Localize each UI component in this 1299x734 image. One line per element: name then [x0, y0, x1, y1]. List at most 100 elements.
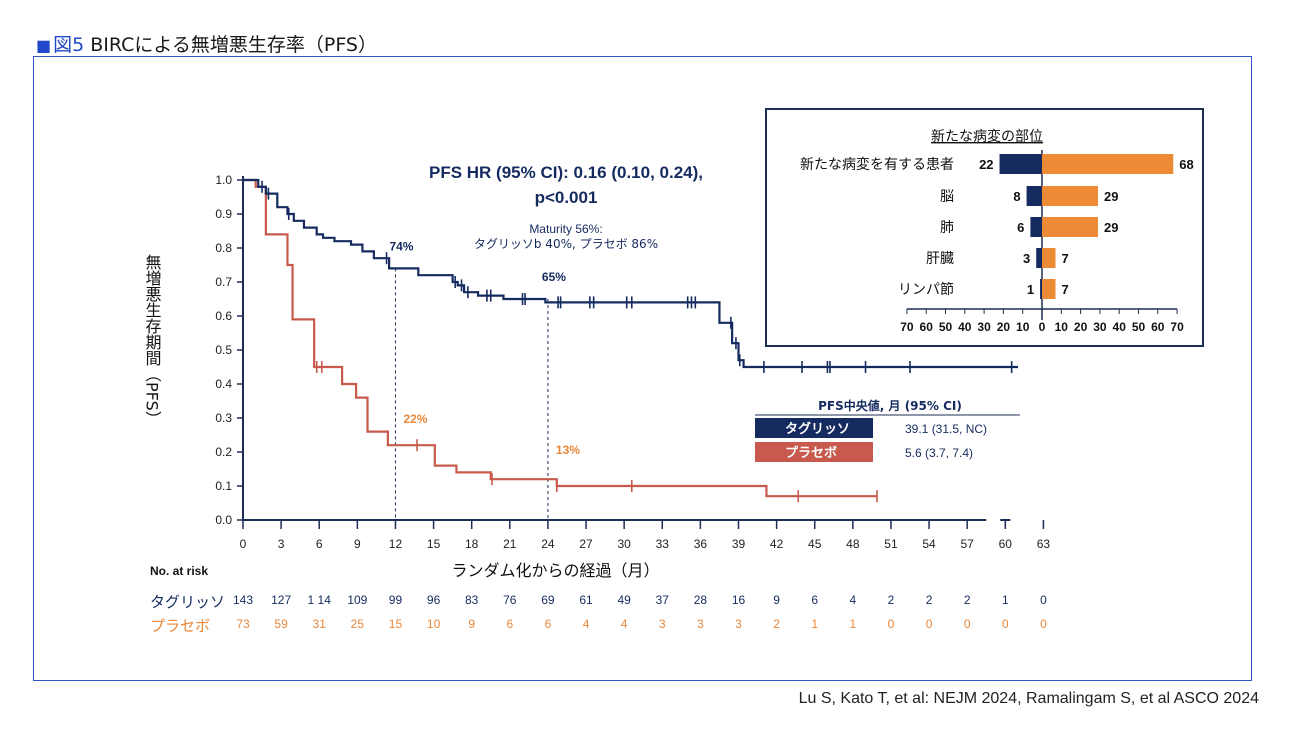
risk-cell: 73	[236, 617, 250, 631]
inset-bar-placebo	[1042, 217, 1098, 237]
inset-x-tick-label: 10	[1016, 320, 1030, 334]
risk-cell: 37	[656, 593, 670, 607]
y-axis-label: 無増悪生存期間（PFS）	[143, 254, 162, 427]
risk-cell: 143	[233, 593, 253, 607]
x-tick-label: 0	[240, 537, 247, 551]
inset-bar-tagrisso	[1030, 217, 1042, 237]
inset-category-label: 新たな病変を有する患者	[800, 156, 954, 173]
landmark-label: 65%	[542, 270, 566, 284]
inset-x-tick-label: 30	[977, 320, 991, 334]
risk-cell: 2	[888, 593, 895, 607]
risk-cell: 49	[617, 593, 631, 607]
x-tick-label: 60	[999, 537, 1013, 551]
risk-cell: 0	[1040, 593, 1047, 607]
x-tick-label: 6	[316, 537, 323, 551]
median-legend-bar	[778, 418, 873, 438]
x-tick-label: 48	[846, 537, 860, 551]
inset-bar-tagrisso	[1040, 279, 1042, 299]
y-tick-label: 0.5	[215, 343, 232, 357]
x-tick-label: 3	[278, 537, 285, 551]
hr-title: PFS HR (95% CI): 0.16 (0.10, 0.24),	[429, 163, 703, 182]
x-tick-label: 39	[732, 537, 746, 551]
x-tick-label: 24	[541, 537, 555, 551]
x-tick-label: 21	[503, 537, 517, 551]
landmark-label: 13%	[556, 443, 580, 457]
risk-cell: 96	[427, 593, 441, 607]
risk-cell: 1	[811, 617, 818, 631]
risk-cell: 6	[506, 617, 513, 631]
risk-cell: 0	[926, 617, 933, 631]
title-square-marker: ■	[36, 36, 52, 55]
figure-title: ■ 図5 BIRCによる無増悪生存率（PFS）	[36, 30, 377, 57]
x-tick-label: 30	[617, 537, 631, 551]
x-tick-label: 18	[465, 537, 479, 551]
risk-cell: 3	[697, 617, 704, 631]
inset-value-tagrisso: 6	[1017, 220, 1024, 235]
y-tick-label: 0.9	[215, 207, 232, 221]
y-tick-label: 0.3	[215, 411, 232, 425]
x-tick-label: 15	[427, 537, 441, 551]
risk-cell: 1 14	[308, 593, 332, 607]
inset-x-tick-label: 70	[900, 320, 914, 334]
risk-cell: 61	[579, 593, 593, 607]
x-tick-label: 12	[389, 537, 403, 551]
x-tick-label: 33	[656, 537, 670, 551]
risk-cell: 4	[849, 593, 856, 607]
risk-cell: 59	[274, 617, 288, 631]
inset-title: 新たな病変の部位	[931, 128, 1043, 145]
citation: Lu S, Kato T, et al: NEJM 2024, Ramaling…	[798, 690, 1259, 707]
median-row-name: プラセボ	[785, 445, 837, 461]
y-tick-label: 0.4	[215, 377, 232, 391]
inset-category-label: リンパ節	[898, 281, 954, 298]
risk-cell: 9	[773, 593, 780, 607]
landmark-label: 22%	[403, 412, 427, 426]
risk-cell: 2	[964, 593, 971, 607]
risk-cell: 1	[849, 617, 856, 631]
x-tick-label: 63	[1037, 537, 1051, 551]
figure-number: 図5	[53, 34, 85, 56]
inset-category-label: 脳	[940, 189, 954, 205]
risk-cell: 16	[732, 593, 746, 607]
inset-x-tick-label: 30	[1093, 320, 1107, 334]
risk-cell: 9	[468, 617, 475, 631]
inset-category-label: 肝臓	[926, 251, 954, 267]
risk-cell: 1	[1002, 593, 1009, 607]
inset-x-tick-label: 10	[1055, 320, 1069, 334]
risk-cell: 2	[926, 593, 933, 607]
risk-table-header: No. at risk	[150, 564, 208, 578]
x-tick-label: 45	[808, 537, 822, 551]
inset-bar-placebo	[1042, 248, 1056, 268]
figure-title-text: BIRCによる無増悪生存率（PFS）	[90, 34, 377, 56]
inset-x-tick-label: 60	[1151, 320, 1165, 334]
x-tick-label: 9	[354, 537, 361, 551]
inset-bar-placebo	[1042, 186, 1098, 206]
inset-value-placebo: 29	[1104, 220, 1118, 235]
y-tick-label: 0.1	[215, 479, 232, 493]
y-tick-label: 0.8	[215, 241, 232, 255]
risk-cell: 99	[389, 593, 403, 607]
risk-cell: 4	[583, 617, 590, 631]
inset-value-tagrisso: 22	[979, 157, 993, 172]
risk-cell: 83	[465, 593, 479, 607]
maturity-line2: タグリッソb 40%, プラセボ 86%	[474, 237, 658, 251]
inset-value-placebo: 29	[1104, 189, 1118, 204]
hr-pvalue: p<0.001	[535, 188, 598, 207]
x-axis-label: ランダム化からの経過（月）	[452, 561, 660, 580]
inset-value-tagrisso: 8	[1013, 189, 1020, 204]
risk-cell: 4	[621, 617, 628, 631]
x-tick-label: 42	[770, 537, 784, 551]
x-tick-label: 27	[579, 537, 593, 551]
risk-cell: 15	[389, 617, 403, 631]
inset-bar-tagrisso	[1026, 186, 1042, 206]
y-tick-label: 0.0	[215, 513, 232, 527]
inset-category-label: 肺	[940, 220, 954, 236]
x-tick-label: 51	[884, 537, 898, 551]
inset-x-tick-label: 20	[997, 320, 1011, 334]
y-tick-label: 1.0	[215, 173, 232, 187]
y-tick-label: 0.2	[215, 445, 232, 459]
risk-cell: 3	[659, 617, 666, 631]
figure-frame	[33, 56, 1252, 681]
risk-row-name: タグリッソ	[150, 593, 225, 611]
inset-x-tick-label: 20	[1074, 320, 1088, 334]
risk-cell: 69	[541, 593, 555, 607]
